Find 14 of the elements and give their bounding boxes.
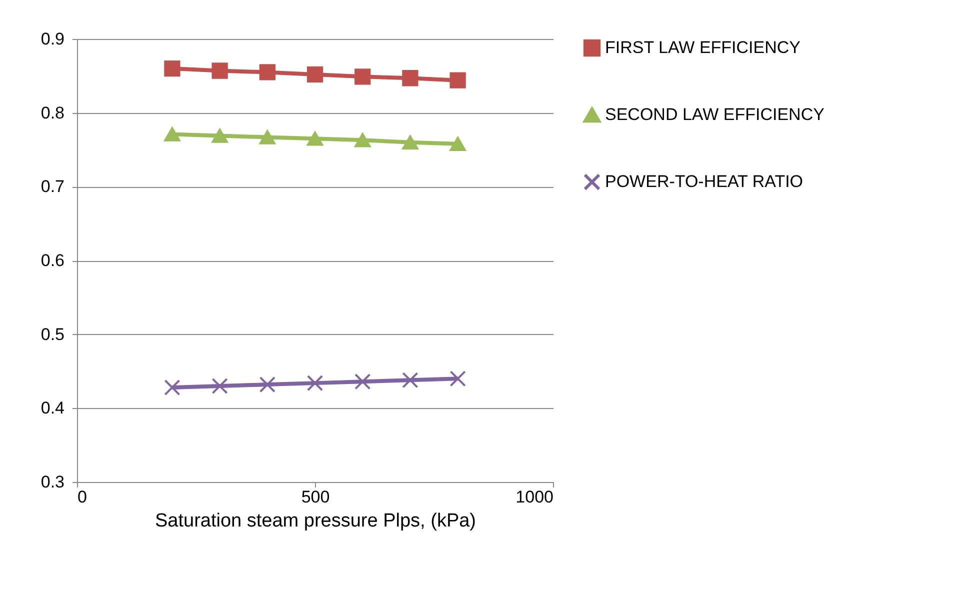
legend-label: SECOND LAW EFFICIENCY — [605, 105, 824, 124]
y-tick-label: 0.4 — [40, 398, 64, 418]
y-tick-label: 0.5 — [40, 324, 64, 344]
x-tick-label: 500 — [301, 488, 330, 506]
legend-label: FIRST LAW EFFICIENCY — [605, 38, 801, 57]
y-tick-label: 0.3 — [40, 472, 64, 492]
y-tick-label: 0.9 — [40, 30, 64, 48]
x-tick-label: 1000 — [516, 488, 554, 506]
legend-label: POWER-TO-HEAT RATIO — [605, 172, 804, 191]
y-tick-label: 0.8 — [40, 103, 64, 122]
x-tick-label: 0 — [78, 488, 87, 506]
y-tick-label: 0.6 — [40, 251, 64, 270]
x-axis-title: Saturation steam pressure Plps, (kPa) — [154, 510, 476, 532]
y-tick-label: 0.7 — [40, 177, 64, 196]
